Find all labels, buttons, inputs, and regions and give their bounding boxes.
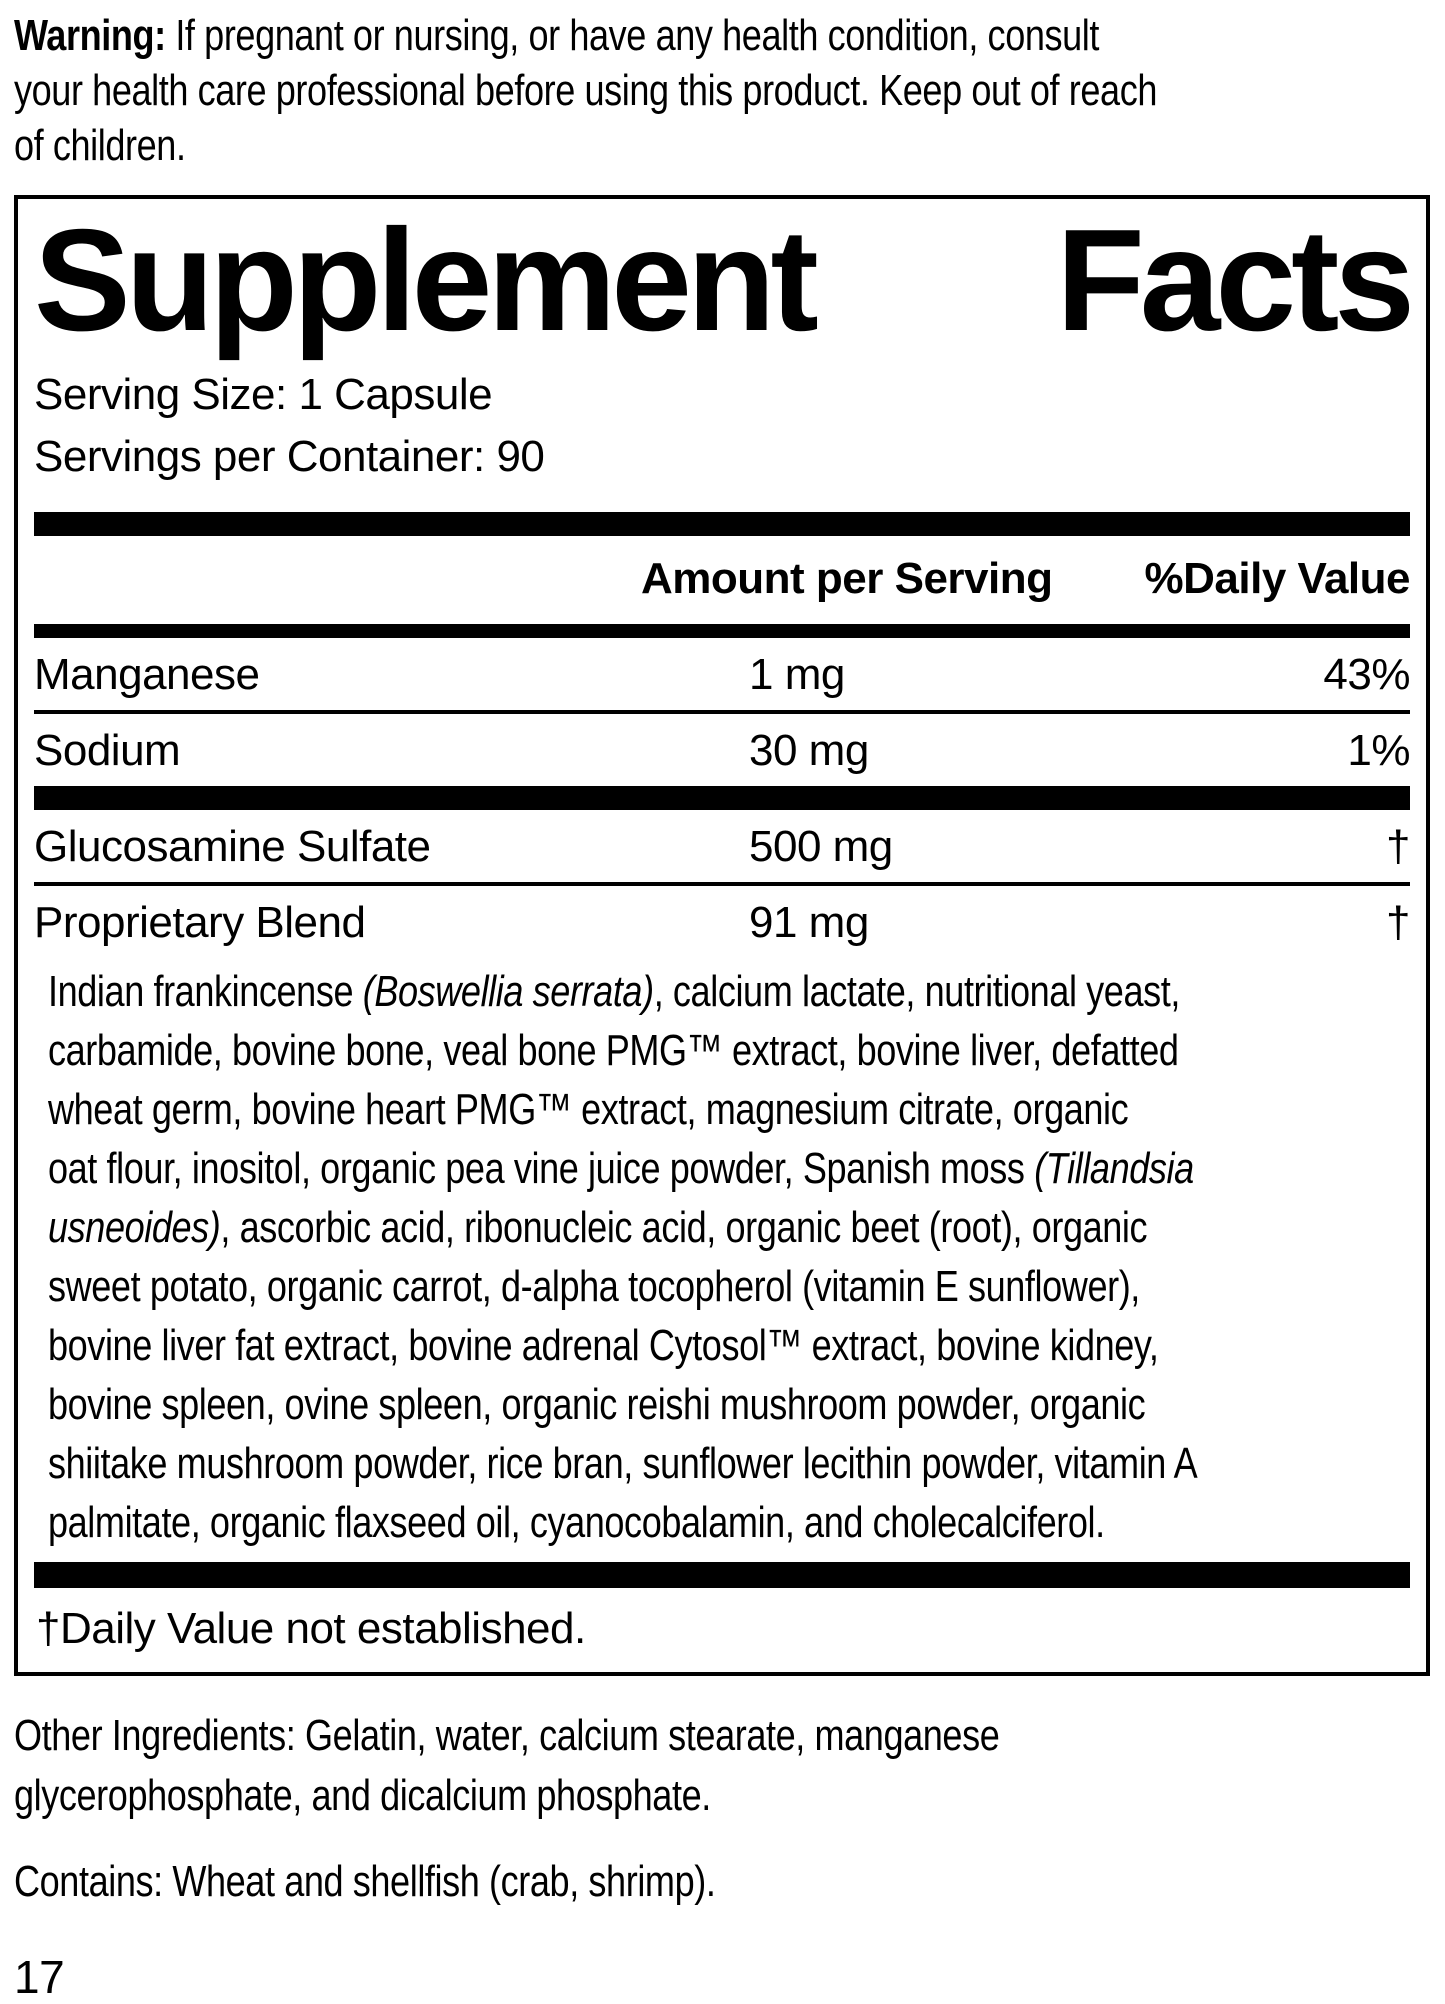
text-line: shiitake mushroom powder, rice bran, sun… xyxy=(48,1434,1198,1493)
text-segment: your health care professional before usi… xyxy=(14,66,1157,115)
contains-statement: Contains: Wheat and shellfish (crab, shr… xyxy=(14,1852,1445,1912)
nutrient-daily-value: † xyxy=(1386,897,1410,947)
serving-size: Serving Size: 1 Capsule xyxy=(34,369,493,419)
text-segment: , calcium lactate, nutritional yeast, xyxy=(653,966,1181,1016)
text-segment: shiitake mushroom powder, rice bran, sun… xyxy=(48,1438,1198,1488)
text-line: bovine spleen, ovine spleen, organic rei… xyxy=(48,1375,1165,1434)
text-segment: sweet potato, organic carrot, d-alpha to… xyxy=(48,1261,1140,1311)
text-line: sweet potato, organic carrot, d-alpha to… xyxy=(48,1257,1165,1316)
text-line: of children. xyxy=(14,118,1187,173)
text-segment: If pregnant or nursing, or have any heal… xyxy=(165,11,1100,60)
page-number: 17 xyxy=(14,1950,65,2003)
nutrient-daily-value: 43% xyxy=(1323,649,1410,699)
nutrient-row: Glucosamine Sulfate 500 mg † xyxy=(34,810,1411,882)
nutrient-name: Sodium xyxy=(34,725,181,775)
nutrient-name: Glucosamine Sulfate xyxy=(34,821,431,871)
panel-title: Supplement Facts xyxy=(34,199,1415,361)
column-headers: Amount per Serving %Daily Value xyxy=(34,536,1410,624)
italic-text: (Boswellia serrata) xyxy=(362,966,654,1016)
other-ingredients: Other Ingredients: Gelatin, water, calci… xyxy=(14,1706,1445,1826)
nutrient-name: Manganese xyxy=(34,649,260,699)
text-line: palmitate, organic flaxseed oil, cyanoco… xyxy=(48,1493,1165,1552)
divider-thin xyxy=(34,709,1410,714)
nutrient-daily-value: † xyxy=(1386,821,1410,871)
text-line: usneoides), ascorbic acid, ribonucleic a… xyxy=(48,1198,1165,1257)
divider-thick xyxy=(34,785,1410,810)
text-segment: Other Ingredients: Gelatin, water, calci… xyxy=(14,1710,1000,1760)
nutrient-amount: 500 mg xyxy=(749,821,893,871)
nutrient-daily-value: 1% xyxy=(1347,725,1410,775)
text-segment: Indian frankincense xyxy=(48,966,363,1016)
warning-text: Warning: If pregnant or nursing, or have… xyxy=(14,8,1445,173)
panel-title-left: Supplement xyxy=(34,199,819,361)
nutrient-table: Manganese 1 mg 43% Sodium 30 mg 1% Glucosamine… xyxy=(34,638,1411,958)
text-segment: bovine spleen, ovine spleen, organic rei… xyxy=(48,1379,1146,1429)
divider-thick xyxy=(34,1561,1410,1588)
text-line: carbamide, bovine bone, veal bone PMG™ e… xyxy=(48,1021,1179,1080)
text-segment: glycerophosphate, and dicalcium phosphat… xyxy=(14,1770,711,1820)
nutrient-amount: 30 mg xyxy=(749,725,869,775)
text-segment: bovine liver fat extract, bovine adrenal… xyxy=(48,1320,1159,1370)
divider-thick xyxy=(34,511,1410,536)
text-segment: Contains: Wheat and shellfish (crab, shr… xyxy=(14,1856,716,1906)
text-segment: Warning: xyxy=(14,11,166,60)
servings-per-container: Servings per Container: 90 xyxy=(34,431,545,481)
nutrient-row: Proprietary Blend 91 mg † xyxy=(34,886,1411,958)
text-line: Other Ingredients: Gelatin, water, calci… xyxy=(14,1706,1187,1766)
text-line: oat flour, inositol, organic pea vine ju… xyxy=(48,1139,1194,1198)
nutrient-amount: 1 mg xyxy=(749,649,845,699)
column-header-amount: Amount per Serving xyxy=(641,553,1053,603)
text-segment: wheat germ, bovine heart PMG™ extract, m… xyxy=(48,1084,1129,1134)
text-line: bovine liver fat extract, bovine adrenal… xyxy=(48,1316,1165,1375)
text-line: your health care professional before usi… xyxy=(14,63,1187,118)
text-line: wheat germ, bovine heart PMG™ extract, m… xyxy=(48,1080,1165,1139)
daily-value-footnote: †Daily Value not established. xyxy=(36,1603,586,1653)
text-line: Contains: Wheat and shellfish (crab, shr… xyxy=(14,1852,1187,1912)
text-segment: of children. xyxy=(14,121,186,170)
text-segment: oat flour, inositol, organic pea vine ju… xyxy=(48,1143,1035,1193)
italic-text: (Tillandsia xyxy=(1034,1143,1194,1193)
nutrient-name: Proprietary Blend xyxy=(34,897,366,947)
supplement-facts-panel: Supplement Facts Serving Size: 1 Capsule… xyxy=(14,195,1430,1676)
nutrient-row: Sodium 30 mg 1% xyxy=(34,714,1411,786)
text-line: glycerophosphate, and dicalcium phosphat… xyxy=(14,1766,1187,1826)
nutrient-amount: 91 mg xyxy=(749,897,869,947)
proprietary-blend-ingredients: Indian frankincense (Boswellia serrata),… xyxy=(48,962,1410,1552)
text-line: Warning: If pregnant or nursing, or have… xyxy=(14,8,1187,63)
panel-title-right: Facts xyxy=(1056,199,1415,361)
text-line: Indian frankincense (Boswellia serrata),… xyxy=(48,962,1180,1021)
text-segment: carbamide, bovine bone, veal bone PMG™ e… xyxy=(48,1025,1179,1075)
column-header-daily-value: %Daily Value xyxy=(1144,553,1411,603)
spacer xyxy=(34,488,1410,512)
nutrient-row: Manganese 1 mg 43% xyxy=(34,638,1411,710)
text-segment: palmitate, organic flaxseed oil, cyanoco… xyxy=(48,1497,1105,1547)
italic-text: usneoides) xyxy=(48,1202,221,1252)
divider-thick xyxy=(34,623,1410,638)
divider-thin xyxy=(34,881,1410,886)
text-segment: , ascorbic acid, ribonucleic acid, organ… xyxy=(220,1202,1148,1252)
